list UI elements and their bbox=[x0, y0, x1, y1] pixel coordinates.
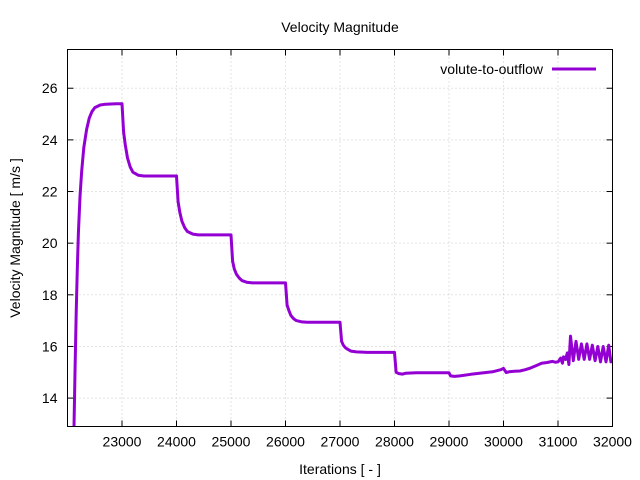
x-tick-label: 27000 bbox=[321, 434, 360, 450]
series-line bbox=[72, 102, 613, 427]
x-tick-label: 24000 bbox=[157, 434, 196, 450]
y-tick-label: 18 bbox=[42, 287, 58, 303]
y-tick-label: 24 bbox=[42, 132, 58, 148]
y-tick-label: 26 bbox=[42, 80, 58, 96]
x-tick-label: 25000 bbox=[212, 434, 251, 450]
x-axis: 23000 24000 25000 26000 27000 28000 29000 30000… bbox=[103, 49, 632, 450]
y-axis-title: Velocity Magnitude [ m/s ] bbox=[7, 158, 23, 318]
x-tick-label: 30000 bbox=[484, 434, 523, 450]
y-axis: 14 16 18 20 22 24 26 bbox=[42, 80, 613, 406]
y-tick-label: 16 bbox=[42, 338, 58, 354]
legend: volute-to-outflow bbox=[440, 61, 596, 77]
x-tick-label: 28000 bbox=[375, 434, 414, 450]
y-tick-label: 20 bbox=[42, 235, 58, 251]
legend-label: volute-to-outflow bbox=[440, 61, 544, 77]
plot-frame bbox=[67, 49, 613, 427]
x-tick-label: 31000 bbox=[539, 434, 578, 450]
x-tick-label: 32000 bbox=[593, 434, 632, 450]
y-tick-label: 14 bbox=[42, 390, 58, 406]
grid-lines bbox=[67, 49, 613, 427]
y-tick-label: 22 bbox=[42, 184, 58, 200]
x-tick-label: 29000 bbox=[430, 434, 469, 450]
x-tick-label: 26000 bbox=[266, 434, 305, 450]
series-group bbox=[72, 102, 613, 427]
x-tick-label: 23000 bbox=[103, 434, 142, 450]
chart-title: Velocity Magnitude bbox=[281, 19, 399, 35]
x-axis-title: Iterations [ - ] bbox=[299, 461, 381, 477]
